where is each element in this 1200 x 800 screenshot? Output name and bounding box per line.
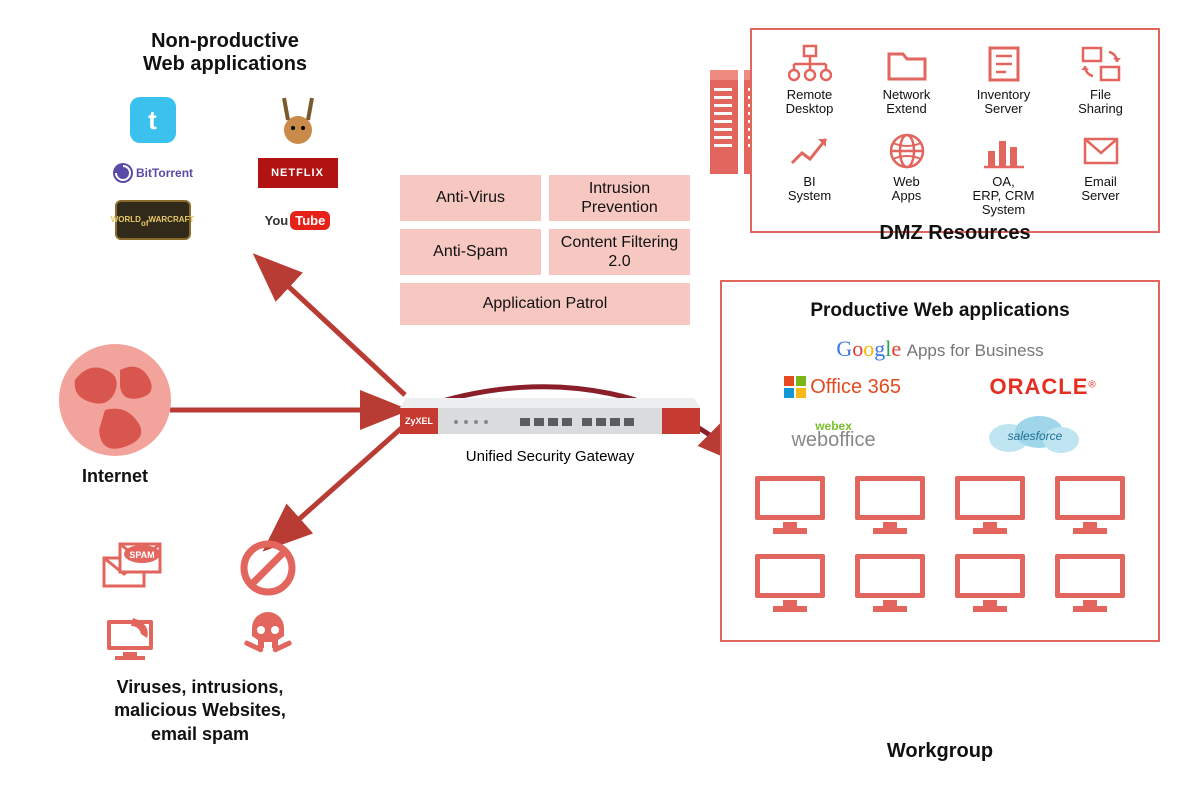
google-apps-logo: Google Apps for Business (740, 336, 1140, 362)
dmz-label: EmailServer (1081, 175, 1119, 204)
monitor-icon (1051, 550, 1129, 616)
threats-section: SPAM Viruses, intrusions, malicious Webs… (70, 540, 330, 746)
features-grid: Anti-Virus Intrusion Prevention Anti-Spa… (400, 175, 690, 325)
wow-icon: WORLDofWARCRAFT (115, 200, 191, 240)
dmz-icon-folder (885, 44, 929, 84)
dmz-label: InventoryServer (977, 88, 1030, 117)
internet-section: Internet (55, 340, 175, 487)
youtube-icon: YouTube (265, 211, 331, 230)
svg-text:salesforce: salesforce (1007, 429, 1062, 443)
office365-logo: Office 365 (784, 376, 901, 399)
monitor-icon (851, 550, 929, 616)
svg-text:SPAM: SPAM (129, 550, 154, 560)
dmz-icon-list (982, 44, 1026, 84)
dmz-label: BISystem (788, 175, 831, 204)
spam-icon: SPAM (98, 540, 168, 596)
dmz-label: OA,ERP, CRM System (960, 175, 1047, 218)
twitter-icon: t (130, 97, 176, 143)
dmz-item-5: WebApps (863, 131, 950, 218)
workgroup-title: Workgroup (720, 740, 1160, 763)
dmz-item-7: EmailServer (1057, 131, 1144, 218)
gateway-device: ZyXEL Unified Security Gateway (400, 388, 700, 465)
dmz-item-4: BISystem (766, 131, 853, 218)
dmz-icon-globe (885, 131, 929, 171)
feature-app-patrol: Application Patrol (400, 283, 690, 325)
dmz-icon-trend (788, 131, 832, 171)
dmz-label: NetworkExtend (883, 88, 931, 117)
monitor-icon (1051, 472, 1129, 538)
monitor-icon (951, 550, 1029, 616)
youtube-tube: Tube (290, 211, 330, 230)
dmz-icon-mail (1079, 131, 1123, 171)
dmz-label: WebApps (892, 175, 922, 204)
dmz-label: RemoteDesktop (786, 88, 834, 117)
feature-antispam: Anti-Spam (400, 229, 541, 275)
malware-monitor-icon (101, 606, 165, 662)
gateway-brand-text: ZyXEL (405, 416, 434, 426)
dmz-icon-bars (982, 131, 1026, 171)
netflix-icon: NETFLIX (258, 158, 338, 188)
weboffice-logo: webex weboffice (791, 421, 875, 450)
dmz-title: DMZ Resources (750, 222, 1160, 245)
productive-title: Productive Web applications (740, 300, 1140, 322)
dmz-label: FileSharing (1078, 88, 1123, 117)
dmz-item-6: OA,ERP, CRM System (960, 131, 1047, 218)
skull-icon (240, 606, 296, 662)
monitor-icon (751, 472, 829, 538)
feature-content-filter: Content Filtering 2.0 (549, 229, 690, 275)
dmz-item-0: RemoteDesktop (766, 44, 853, 117)
prohibit-icon (240, 540, 296, 596)
salesforce-logo: salesforce (979, 410, 1089, 460)
feature-intrusion: Intrusion Prevention (549, 175, 690, 221)
dmz-icon-tree (788, 44, 832, 84)
bittorrent-icon: BitTorrent (112, 162, 193, 184)
emule-icon (278, 94, 318, 146)
monitor-icon (851, 472, 929, 538)
threats-label: Viruses, intrusions, malicious Websites,… (70, 676, 330, 746)
globe-icon (55, 340, 175, 460)
dmz-box: RemoteDesktop NetworkExtend InventoryServe… (750, 28, 1160, 233)
nonproductive-section: Non-productive Web applications t BitTor… (90, 30, 360, 240)
monitor-row (740, 550, 1140, 616)
oracle-logo: ORACLE® (989, 374, 1095, 400)
dmz-icon-sync (1079, 44, 1123, 84)
monitor-icon (951, 472, 1029, 538)
feature-antivirus: Anti-Virus (400, 175, 541, 221)
dmz-item-3: FileSharing (1057, 44, 1144, 117)
workgroup-box: Productive Web applications Google Apps … (720, 280, 1160, 642)
dmz-item-1: NetworkExtend (863, 44, 950, 117)
gateway-label: Unified Security Gateway (400, 448, 700, 465)
nonproductive-title: Non-productive Web applications (90, 30, 360, 76)
monitor-row (740, 472, 1140, 538)
monitor-icon (751, 550, 829, 616)
internet-label: Internet (55, 466, 175, 487)
dmz-item-2: InventoryServer (960, 44, 1047, 117)
